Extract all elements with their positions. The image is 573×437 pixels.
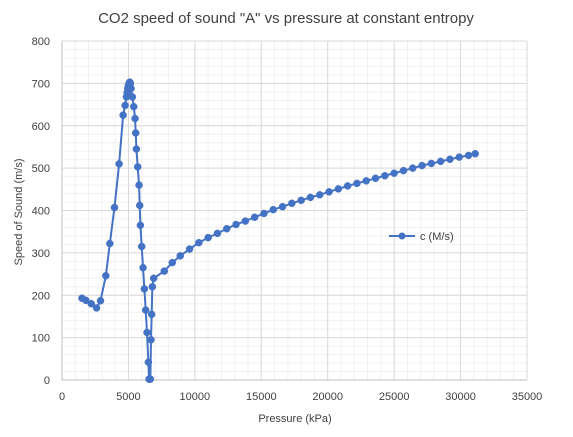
data-point — [250, 213, 259, 222]
x-axis-label: Pressure (kPa) — [258, 413, 331, 425]
data-point — [471, 149, 479, 158]
x-tick-label: 25000 — [379, 391, 410, 403]
data-point — [136, 221, 145, 230]
legend-marker-icon — [398, 232, 406, 240]
data-point — [141, 306, 150, 314]
data-point — [204, 233, 212, 242]
data-point — [260, 209, 268, 218]
y-tick-label: 800 — [32, 36, 50, 48]
data-point — [334, 185, 343, 193]
data-point — [176, 252, 184, 260]
data-point — [455, 153, 463, 161]
data-point — [343, 182, 352, 190]
y-tick-label: 600 — [32, 121, 50, 133]
data-point — [147, 335, 155, 344]
data-point — [129, 102, 138, 111]
data-point — [185, 245, 194, 253]
data-point — [148, 283, 157, 291]
data-point — [306, 193, 315, 202]
data-point — [160, 267, 169, 275]
data-point — [213, 229, 222, 238]
data-point — [168, 258, 177, 267]
y-tick-label: 300 — [32, 248, 50, 260]
data-point — [390, 169, 398, 177]
data-point — [139, 263, 147, 272]
x-tick-label: 5000 — [116, 391, 140, 403]
data-point — [131, 114, 139, 123]
data-point — [408, 164, 417, 172]
data-point — [82, 296, 90, 305]
data-point — [102, 272, 110, 280]
y-tick-label: 200 — [32, 290, 50, 302]
data-point — [232, 220, 240, 229]
data-point — [315, 191, 324, 199]
data-point — [135, 201, 144, 210]
data-point — [278, 202, 287, 211]
data-point — [288, 199, 296, 208]
series-layer — [78, 78, 479, 383]
chart-title: CO2 speed of sound "A" vs pressure at co… — [98, 10, 474, 27]
data-point — [143, 328, 151, 337]
data-point — [135, 181, 143, 189]
data-point — [371, 174, 380, 183]
data-point — [195, 238, 203, 247]
data-point — [140, 285, 149, 293]
data-point — [128, 93, 137, 101]
data-point — [147, 310, 156, 319]
tick-label-layer: 0 5000 10000 15000 20000 25000 30000 35000 0 100 2… — [32, 36, 543, 403]
series-line — [81, 81, 476, 381]
x-tick-label: 20000 — [312, 391, 343, 403]
y-tick-label: 0 — [44, 375, 50, 387]
y-axis-label: Speed of Sound (m/s) — [13, 158, 25, 265]
legend-label: c (M/s) — [420, 231, 454, 243]
data-point — [133, 163, 142, 171]
data-point — [92, 304, 101, 312]
data-point — [144, 358, 153, 366]
data-point — [297, 196, 305, 205]
data-point — [325, 188, 333, 196]
data-point — [362, 177, 370, 185]
data-point — [106, 239, 114, 248]
data-point — [436, 157, 445, 166]
data-point — [241, 217, 250, 225]
y-tick-label: 700 — [32, 78, 50, 90]
data-point — [146, 375, 155, 383]
data-point — [87, 299, 95, 308]
data-point — [137, 242, 146, 251]
y-tick-label: 400 — [32, 206, 50, 218]
data-point — [115, 160, 123, 168]
data-point — [127, 84, 135, 93]
data-point — [427, 159, 436, 168]
legend: c (M/s) — [389, 231, 454, 243]
data-point — [121, 101, 129, 110]
x-tick-label: 15000 — [246, 391, 277, 403]
y-tick-label: 100 — [32, 333, 50, 345]
data-point — [222, 224, 231, 233]
axis-layer — [61, 41, 527, 381]
data-point — [149, 274, 158, 283]
data-point — [132, 145, 141, 153]
data-point — [353, 179, 361, 188]
data-point — [110, 203, 119, 212]
data-point — [131, 129, 140, 137]
x-tick-label: 35000 — [512, 391, 543, 403]
x-tick-label: 30000 — [445, 391, 476, 403]
data-point — [269, 205, 277, 214]
data-point — [381, 172, 389, 180]
data-point — [96, 297, 105, 305]
data-point — [119, 111, 127, 119]
data-point — [446, 155, 454, 163]
data-point — [399, 166, 408, 175]
data-point — [418, 161, 426, 170]
x-tick-label: 0 — [59, 391, 65, 403]
y-tick-label: 500 — [32, 163, 50, 175]
x-tick-label: 10000 — [180, 391, 211, 403]
data-point — [464, 151, 473, 160]
